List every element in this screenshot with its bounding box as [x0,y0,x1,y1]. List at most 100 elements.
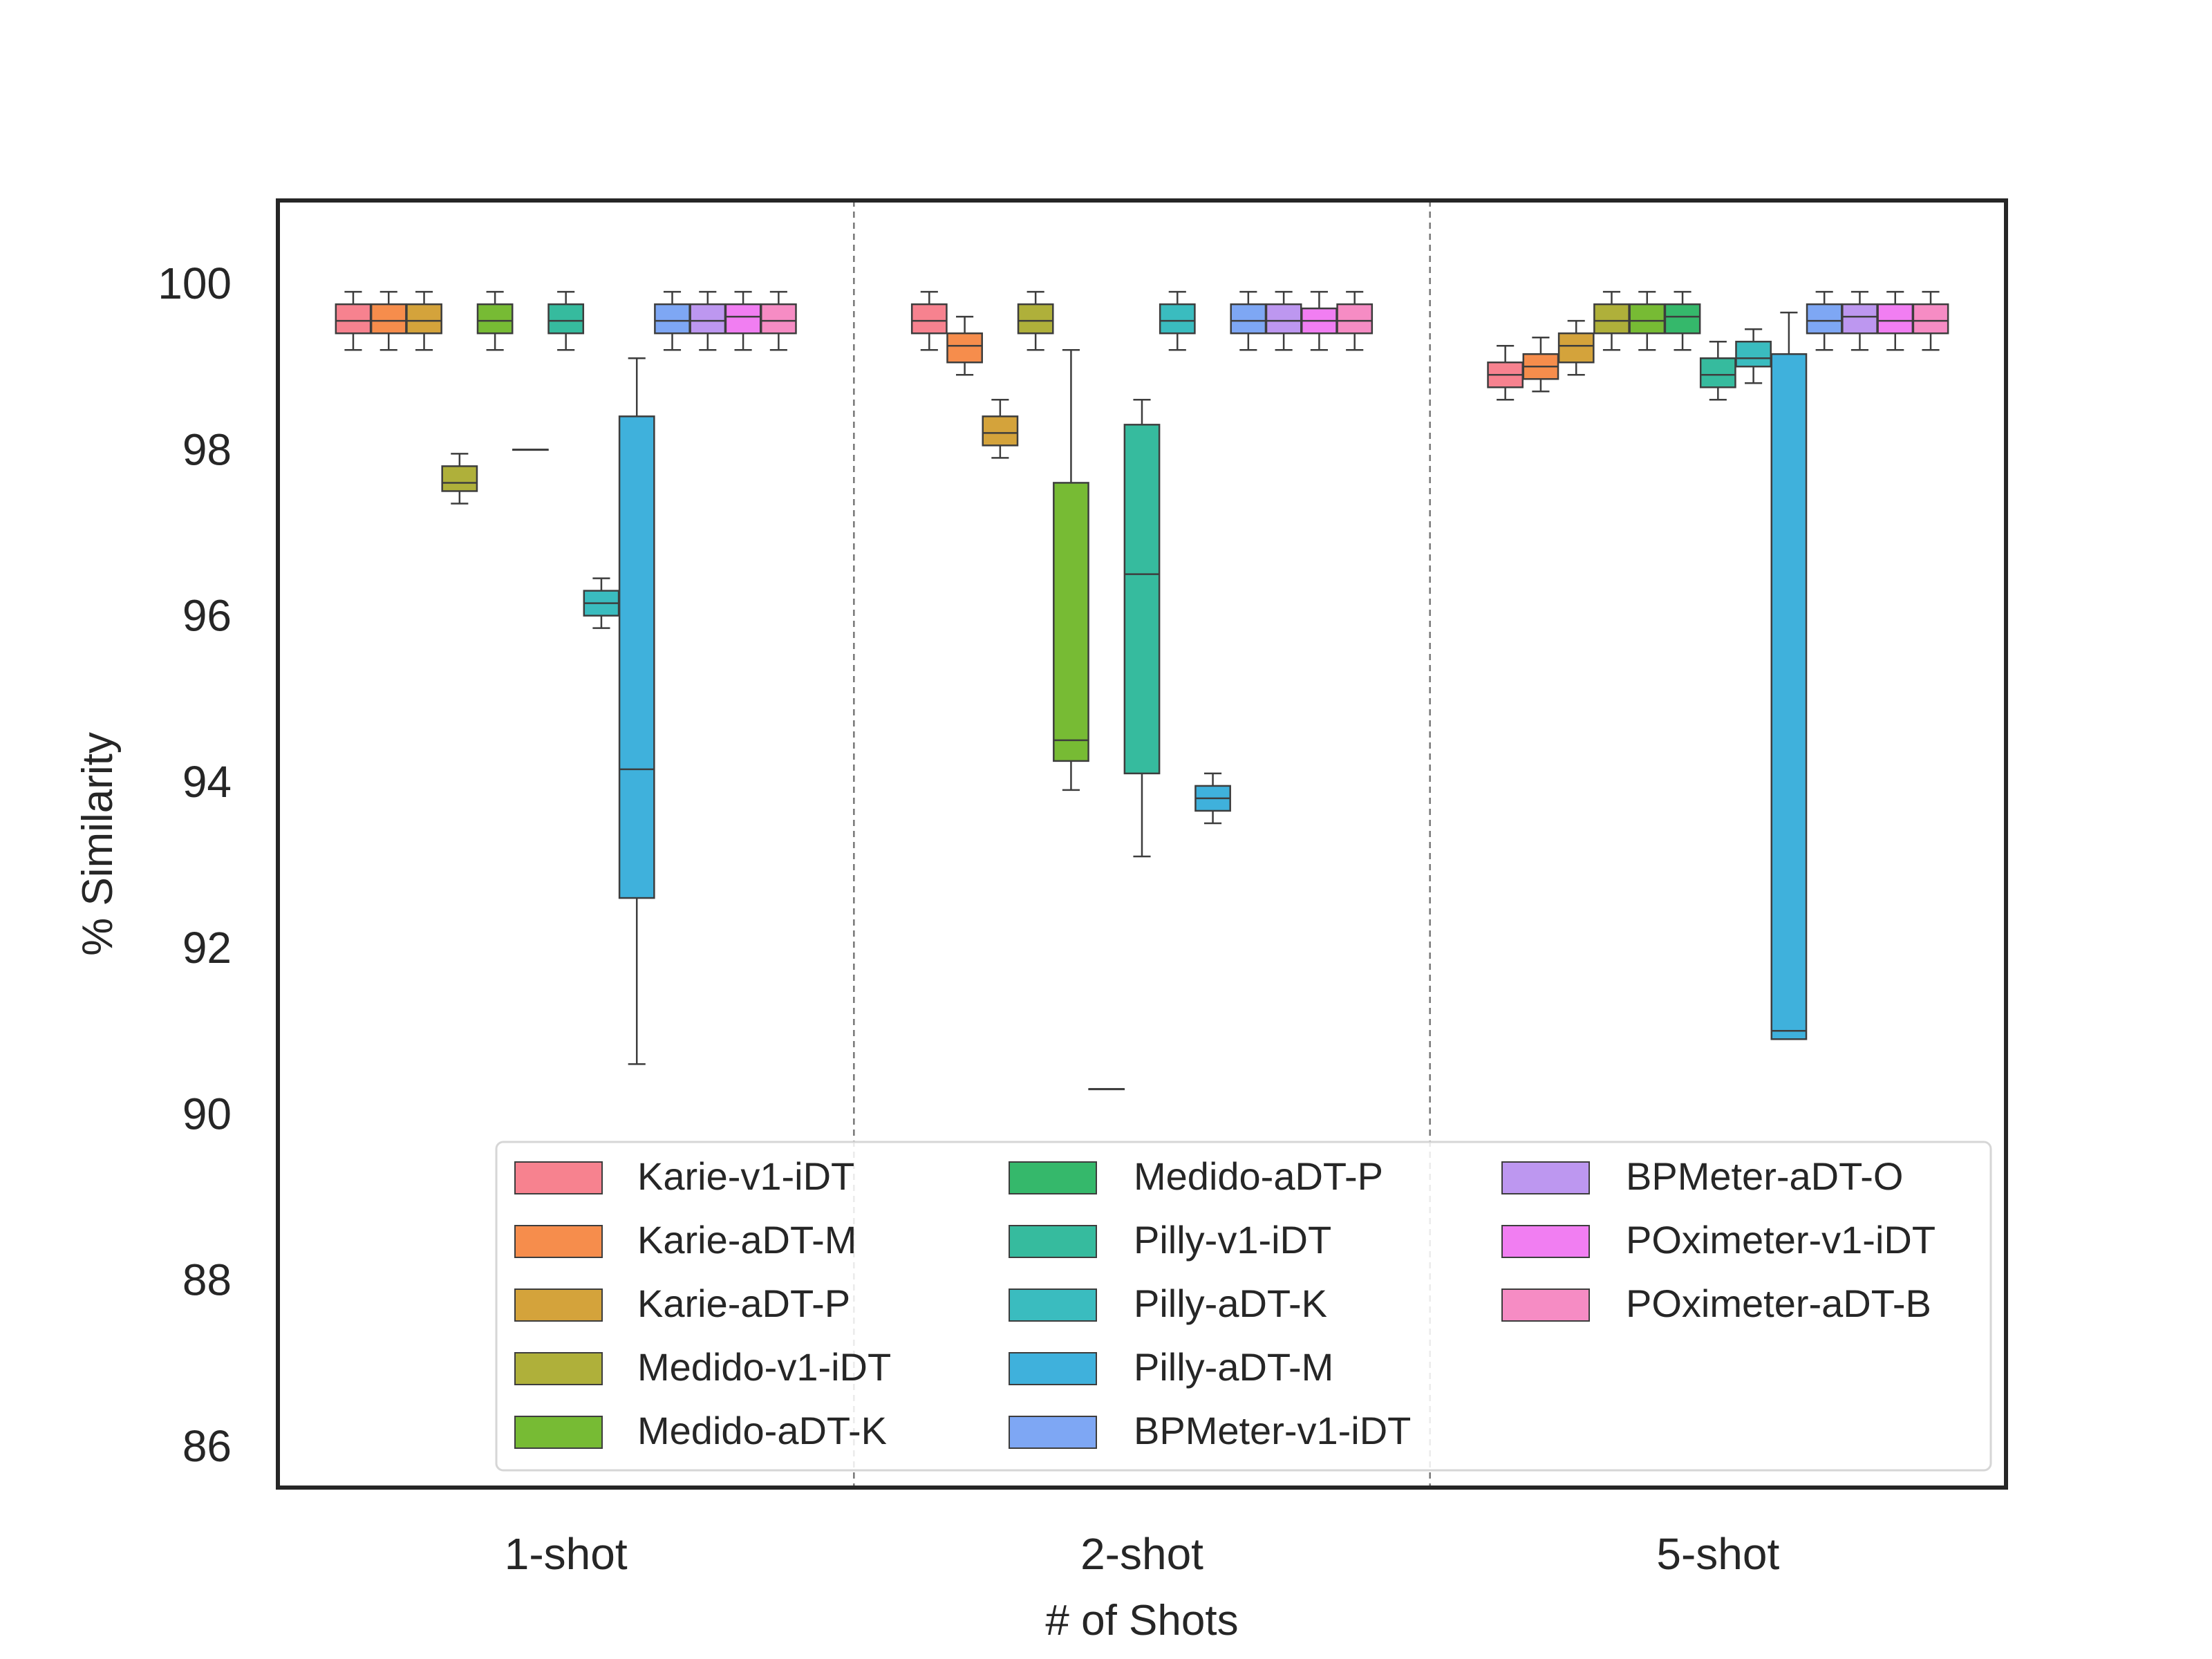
x-tick-label: 1-shot [505,1529,628,1579]
box-iqr [1017,303,1054,335]
legend-label: Karie-aDT-M [637,1218,856,1262]
box-Pilly-aDT-M-2-shot [1194,772,1231,825]
legend-label: Karie-aDT-P [637,1282,850,1325]
x-axis-label: # of Shots [1045,1597,1238,1644]
y-tick-label: 100 [158,259,232,308]
legend-item: Karie-aDT-M [514,1218,856,1262]
box-iqr [1770,353,1808,1040]
legend-item: Pilly-aDT-K [1009,1282,1327,1325]
box-iqr [1699,357,1736,388]
box-Karie-v1-iDT-2-shot [910,290,948,351]
legend-label: Pilly-v1-iDT [1134,1218,1331,1262]
legend-swatch [1501,1225,1590,1258]
box-iqr [1230,303,1267,335]
box-iqr [946,332,983,364]
legend-item: BPMeter-v1-iDT [1009,1409,1411,1452]
box-BPMeter-v1-iDT-1-shot [654,290,691,351]
box-iqr [441,465,478,492]
box-Karie-aDT-P-5-shot [1557,319,1595,376]
box-Karie-aDT-P-1-shot [406,290,442,351]
box-iqr [370,303,407,335]
box-Medido-v1-iDT-2-shot [1017,290,1054,351]
box-iqr [760,303,797,335]
legend-swatch [514,1161,603,1194]
legend-item: POximeter-v1-iDT [1501,1218,1936,1262]
legend-item: Pilly-v1-iDT [1009,1218,1331,1262]
box-Medido-aDT-P-5-shot [1664,290,1701,351]
box-iqr [618,415,655,899]
box-BPMeter-aDT-O-5-shot [1841,290,1878,351]
y-tick-label: 98 [182,424,232,474]
box-iqr [476,303,514,335]
box-iqr [1735,340,1772,368]
legend-swatch [514,1352,603,1385]
box-POximeter-v1-iDT-5-shot [1877,290,1914,351]
y-tick-label: 96 [182,591,232,641]
box-Pilly-aDT-K-1-shot [583,577,620,629]
box-Pilly-v1-iDT-1-shot [547,290,585,351]
y-tick-label: 94 [182,757,232,807]
box-POximeter-aDT-B-1-shot [760,290,797,351]
box-Medido-aDT-P-1-shot [512,449,549,451]
box-iqr [1053,482,1089,762]
box-iqr [724,303,762,335]
group-separators [853,200,1431,1488]
box-Pilly-aDT-M-5-shot [1770,311,1808,1040]
legend-label: Medido-aDT-K [637,1409,887,1452]
box-Karie-aDT-M-1-shot [370,290,407,351]
legend-swatch [1009,1225,1097,1258]
y-tick-label: 88 [182,1255,232,1305]
box-iqr [547,303,585,335]
legend-item: Medido-aDT-P [1009,1154,1383,1198]
y-tick-label: 92 [182,923,232,973]
box-Karie-v1-iDT-1-shot [335,290,372,351]
box-BPMeter-aDT-O-2-shot [1265,290,1302,351]
box-POximeter-aDT-B-5-shot [1912,290,1949,351]
box-iqr [1841,303,1878,335]
legend-swatch [1009,1288,1097,1322]
box-iqr [1877,303,1914,335]
legend-item: Karie-aDT-P [514,1282,850,1325]
y-tick-label: 86 [182,1421,232,1471]
legend-swatch [1501,1161,1590,1194]
legend-label: Karie-v1-iDT [637,1154,854,1198]
legend-item: POximeter-aDT-B [1501,1282,1931,1325]
box-iqr [1806,303,1843,335]
box-BPMeter-v1-iDT-2-shot [1230,290,1267,351]
legend-swatch [514,1288,603,1322]
box-iqr [689,303,727,335]
y-axis-ticks: 86 88 90 92 94 96 98 100 [158,259,232,1471]
legend-label: Pilly-aDT-M [1134,1345,1333,1389]
legend-swatch [514,1416,603,1449]
box-BPMeter-aDT-O-1-shot [689,290,727,351]
box-iqr [1557,332,1595,364]
box-iqr [1265,303,1302,335]
box-POximeter-v1-iDT-2-shot [1301,290,1338,351]
x-axis-ticks: 1-shot 2-shot 5-shot [505,1529,1780,1579]
legend-item: Medido-aDT-K [514,1409,887,1452]
legend-label: BPMeter-aDT-O [1626,1154,1903,1198]
box-Pilly-v1-iDT-5-shot [1699,340,1736,401]
box-iqr [1123,424,1161,775]
box-Medido-v1-iDT-1-shot [441,453,478,505]
box-iqr [910,303,948,335]
box-iqr [1912,303,1949,335]
box-Medido-aDT-K-1-shot [476,290,514,351]
box-iqr [335,303,372,335]
box-iqr [1159,303,1196,335]
x-tick-label: 5-shot [1656,1529,1779,1579]
legend-swatch [1009,1416,1097,1449]
box-iqr [1664,303,1701,335]
legend-item: Karie-v1-iDT [514,1154,854,1198]
legend-swatch [1009,1352,1097,1385]
legend-label: Medido-v1-iDT [637,1345,891,1389]
box-Pilly-v1-iDT-2-shot [1123,399,1161,858]
legend-frame [495,1141,1992,1472]
legend-swatch [1009,1161,1097,1194]
y-tick-label: 90 [182,1089,232,1138]
legend: Karie-v1-iDT Karie-aDT-M Karie-aDT-P Medido… [495,1141,1992,1472]
box-Medido-aDT-K-5-shot [1629,290,1666,351]
box-iqr [982,415,1019,447]
box-Medido-aDT-K-2-shot [1053,348,1089,791]
